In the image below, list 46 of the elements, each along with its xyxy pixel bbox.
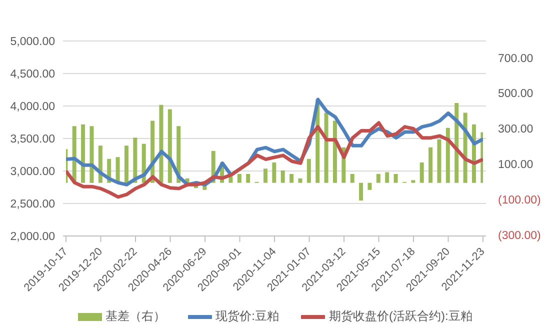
bar	[411, 180, 416, 183]
bar	[332, 120, 337, 183]
y2-tick-label: 500.00	[498, 88, 534, 100]
bar	[168, 109, 172, 183]
y2-tick-label: 700.00	[498, 52, 534, 65]
bar	[428, 147, 433, 183]
bar	[237, 174, 242, 183]
legend-label: 基差（右）	[106, 308, 166, 325]
bar	[290, 174, 294, 183]
y-tick-label: 3,000.00	[10, 166, 55, 178]
bar	[124, 146, 128, 183]
y2-tick-label: (100.00)	[498, 194, 542, 207]
y2-tick-label: 300.00	[498, 124, 534, 136]
y-tick-label: 4,000.00	[10, 101, 55, 114]
line-series	[66, 121, 483, 199]
y-tick-label: 4,500.00	[10, 68, 55, 81]
bar	[246, 174, 250, 183]
bar	[420, 162, 424, 183]
legend-label: 期货收盘价(活跃合约):豆粕	[329, 308, 472, 325]
bar	[359, 182, 364, 201]
bar	[133, 138, 138, 183]
bar	[376, 174, 380, 183]
bar	[263, 168, 268, 183]
y2-tick-label: (300.00)	[498, 230, 542, 242]
bar	[350, 174, 354, 183]
legend-label: 现货价:豆粕	[216, 308, 279, 325]
bar	[324, 112, 328, 183]
y-tick-label: 5,000.00	[10, 36, 55, 48]
bar	[228, 176, 233, 183]
y-tick-label: 3,500.00	[10, 134, 55, 146]
bar	[306, 158, 311, 183]
bar	[437, 139, 442, 183]
bar	[394, 174, 398, 183]
bar	[81, 124, 86, 183]
bar	[280, 170, 285, 183]
bar	[298, 178, 302, 183]
y-tick-label: 2,000.00	[10, 231, 55, 244]
bar	[368, 182, 372, 190]
bar	[159, 104, 164, 183]
bar	[272, 162, 276, 183]
y2-tick-label: 100.00	[498, 159, 534, 172]
y-tick-label: 2,500.00	[10, 198, 55, 211]
bar	[90, 126, 94, 183]
bar	[385, 172, 390, 183]
bar	[116, 157, 120, 183]
bar	[446, 128, 450, 183]
